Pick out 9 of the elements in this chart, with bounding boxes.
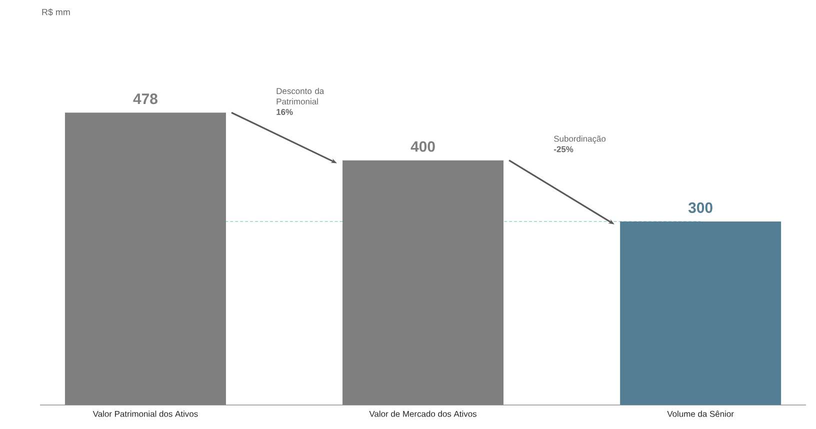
x-tick-label: Valor Patrimonial dos Ativos: [92, 410, 198, 417]
annotation: Desconto da Patrimonial 16%: [276, 88, 324, 115]
data-label: 478: [133, 94, 158, 104]
x-tick-label: Volume da Sênior: [667, 410, 734, 417]
data-label: 300: [688, 202, 712, 213]
data-label: 400: [410, 141, 435, 152]
annotation: Subordinação -25%: [554, 136, 606, 152]
x-tick-label: Valor de Mercado dos Ativos: [369, 410, 476, 417]
chart-subtitle: R$ mm: [42, 8, 70, 16]
